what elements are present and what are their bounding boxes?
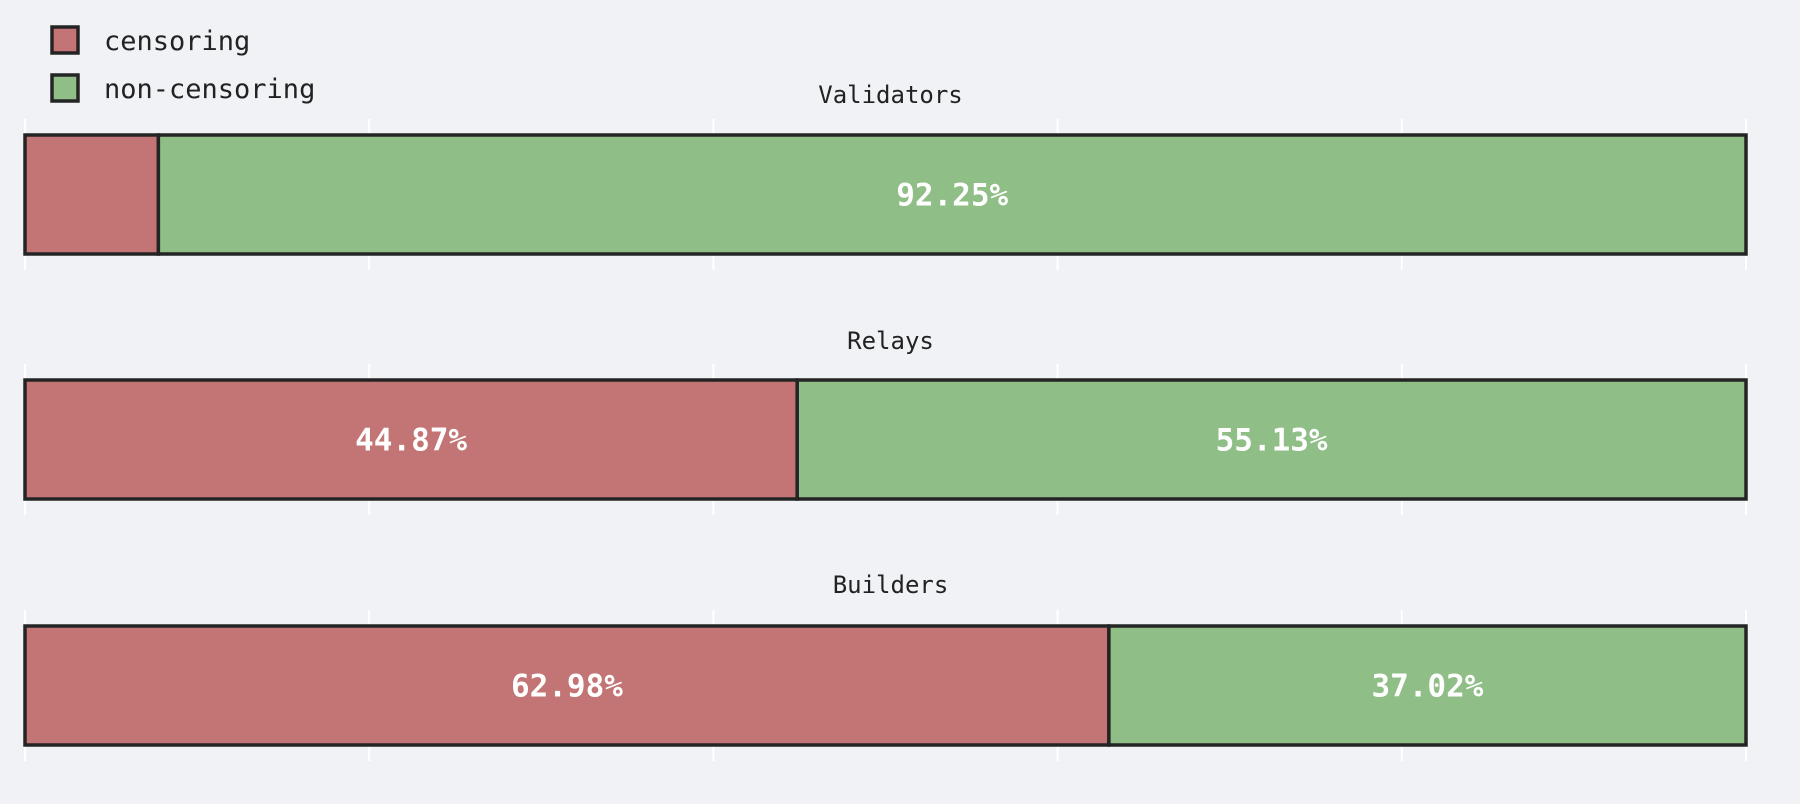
panel-validators: Validators 92.25% <box>23 81 1748 270</box>
panel-title: Validators <box>818 81 963 109</box>
bar-value-label: 44.87% <box>355 423 467 459</box>
bar-segment-censoring <box>23 133 161 256</box>
legend-label-censoring: censoring <box>104 26 250 57</box>
legend-label-non-censoring: non-censoring <box>104 74 315 105</box>
panel-relays: Relays 44.87% 55.13% <box>23 327 1748 515</box>
legend-swatch-censoring <box>50 25 80 55</box>
bar-segment-non-censoring <box>795 378 1748 501</box>
panel-title: Relays <box>847 327 934 355</box>
bar-segment-non-censoring <box>156 133 1748 256</box>
bar-segment-non-censoring <box>1107 624 1748 747</box>
bar-value-label: 62.98% <box>511 669 623 705</box>
legend-swatch-non-censoring <box>50 73 80 103</box>
bar-value-label: 92.25% <box>896 178 1008 214</box>
bar-segment-censoring <box>23 378 799 501</box>
legend: censoring non-censoring <box>50 25 315 105</box>
bar-value-label: 37.02% <box>1371 669 1483 705</box>
bar-segment-censoring <box>23 624 1111 747</box>
bar-value-label: 55.13% <box>1216 423 1328 459</box>
panel-title: Builders <box>833 571 949 599</box>
panel-builders: Builders 62.98% 37.02% <box>23 571 1748 761</box>
